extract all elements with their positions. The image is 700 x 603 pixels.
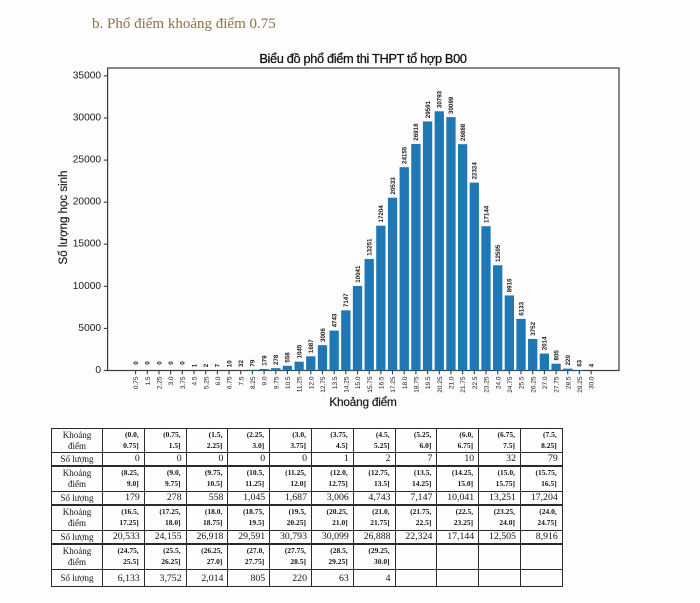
- svg-text:0.75: 0.75: [133, 376, 140, 389]
- svg-text:24.0: 24.0: [495, 376, 502, 389]
- svg-text:220: 220: [565, 355, 572, 366]
- svg-text:6.75: 6.75: [227, 376, 234, 389]
- svg-text:7.5: 7.5: [238, 376, 245, 385]
- svg-text:29.25: 29.25: [577, 376, 584, 393]
- svg-text:3752: 3752: [530, 321, 537, 335]
- svg-text:18.0: 18.0: [402, 376, 409, 389]
- svg-text:24155: 24155: [402, 146, 409, 164]
- svg-text:13.5: 13.5: [332, 376, 339, 389]
- svg-text:12.0: 12.0: [308, 376, 315, 389]
- svg-text:7147: 7147: [343, 293, 350, 307]
- svg-text:12505: 12505: [495, 244, 502, 262]
- svg-text:Biểu đồ phổ điểm thi THPT tổ h: Biểu đồ phổ điểm thi THPT tổ hợp B00: [259, 51, 467, 66]
- svg-text:15.0: 15.0: [355, 376, 362, 389]
- svg-text:22324: 22324: [472, 162, 479, 180]
- svg-text:21.0: 21.0: [449, 376, 456, 389]
- svg-text:0: 0: [95, 365, 101, 376]
- svg-text:28.5: 28.5: [565, 376, 572, 389]
- svg-text:15.75: 15.75: [367, 376, 374, 393]
- svg-text:3.0: 3.0: [168, 376, 175, 385]
- svg-text:14.25: 14.25: [343, 376, 350, 393]
- svg-text:13251: 13251: [367, 238, 374, 256]
- svg-text:22.5: 22.5: [472, 376, 479, 389]
- svg-text:25000: 25000: [73, 155, 102, 166]
- svg-text:17.25: 17.25: [390, 376, 397, 393]
- svg-text:5000: 5000: [78, 323, 101, 334]
- svg-text:25.5: 25.5: [519, 376, 526, 389]
- svg-text:0: 0: [156, 361, 163, 365]
- svg-text:10.5: 10.5: [285, 376, 292, 389]
- svg-text:27.0: 27.0: [542, 376, 549, 389]
- svg-text:1045: 1045: [296, 344, 303, 358]
- svg-text:0: 0: [180, 361, 187, 365]
- svg-text:26918: 26918: [413, 123, 420, 141]
- svg-text:23.25: 23.25: [484, 376, 491, 393]
- svg-text:30.0: 30.0: [589, 376, 596, 389]
- svg-text:5.25: 5.25: [203, 376, 210, 389]
- svg-text:0: 0: [145, 361, 152, 365]
- svg-text:20.25: 20.25: [437, 376, 444, 393]
- svg-text:17144: 17144: [483, 205, 490, 223]
- svg-text:1687: 1687: [308, 339, 315, 353]
- svg-text:4743: 4743: [332, 313, 339, 327]
- svg-text:179: 179: [261, 355, 268, 366]
- svg-text:15000: 15000: [73, 239, 102, 250]
- svg-text:0: 0: [133, 361, 140, 365]
- svg-text:63: 63: [577, 359, 584, 366]
- svg-text:12.75: 12.75: [320, 376, 327, 393]
- svg-text:9.75: 9.75: [273, 376, 280, 389]
- svg-text:35000: 35000: [73, 70, 102, 81]
- svg-text:30793: 30793: [437, 90, 444, 108]
- svg-text:8.25: 8.25: [250, 376, 257, 389]
- svg-text:9.0: 9.0: [262, 376, 269, 385]
- svg-text:30099: 30099: [448, 96, 455, 114]
- svg-text:19.5: 19.5: [425, 376, 432, 389]
- svg-text:24.75: 24.75: [507, 376, 514, 393]
- svg-text:10000: 10000: [73, 281, 102, 292]
- svg-text:10: 10: [226, 360, 233, 367]
- svg-text:27.75: 27.75: [554, 376, 561, 393]
- svg-text:3006: 3006: [320, 328, 327, 342]
- svg-text:1.5: 1.5: [145, 376, 152, 385]
- svg-text:278: 278: [273, 354, 280, 365]
- svg-text:1: 1: [191, 363, 198, 367]
- svg-text:17204: 17204: [378, 205, 385, 223]
- svg-text:6133: 6133: [518, 301, 525, 315]
- svg-text:2014: 2014: [542, 336, 549, 350]
- svg-text:558: 558: [285, 352, 292, 363]
- svg-text:10041: 10041: [355, 265, 362, 283]
- svg-text:18.75: 18.75: [414, 376, 421, 393]
- svg-text:7: 7: [215, 363, 222, 367]
- svg-text:21.75: 21.75: [460, 376, 467, 393]
- svg-text:805: 805: [553, 350, 560, 361]
- svg-text:Số lượng học sinh: Số lượng học sinh: [58, 171, 70, 265]
- svg-text:2.25: 2.25: [157, 376, 164, 389]
- svg-text:20000: 20000: [73, 197, 102, 208]
- svg-text:11.25: 11.25: [297, 376, 304, 392]
- svg-text:26.25: 26.25: [530, 376, 537, 393]
- svg-text:0: 0: [168, 361, 175, 365]
- svg-text:2: 2: [203, 363, 210, 367]
- svg-text:26888: 26888: [460, 123, 467, 141]
- svg-text:4: 4: [588, 363, 595, 367]
- svg-text:8916: 8916: [507, 278, 514, 292]
- svg-text:3.75: 3.75: [180, 376, 187, 389]
- svg-text:79: 79: [250, 359, 257, 366]
- svg-text:Khoảng điểm: Khoảng điểm: [329, 395, 397, 409]
- svg-text:29591: 29591: [425, 100, 432, 118]
- svg-text:4.5: 4.5: [192, 376, 199, 385]
- svg-text:16.5: 16.5: [379, 376, 386, 389]
- svg-text:30000: 30000: [73, 113, 102, 124]
- svg-text:20533: 20533: [390, 177, 397, 195]
- svg-text:6.0: 6.0: [215, 376, 222, 385]
- svg-text:32: 32: [238, 360, 245, 367]
